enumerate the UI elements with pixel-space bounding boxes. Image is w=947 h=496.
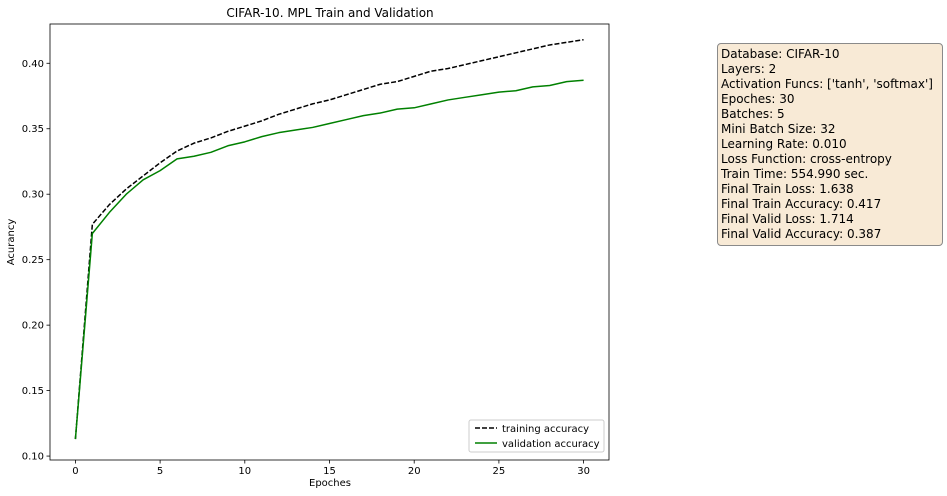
x-tick-label: 30 [577, 466, 590, 477]
x-tick-label: 0 [72, 466, 78, 477]
training-info-box: Database: CIFAR-10 Layers: 2 Activation … [717, 43, 943, 246]
validation-accuracy-line [74, 79, 584, 440]
info-line: Train Time: 554.990 sec. [721, 167, 869, 181]
info-line: Mini Batch Size: 32 [721, 122, 836, 136]
y-tick-label: 0.15 [22, 386, 44, 397]
info-line: Batches: 5 [721, 107, 785, 121]
x-tick-label: 25 [493, 466, 506, 477]
y-tick-label: 0.25 [22, 255, 44, 266]
plot-area: 0 5 10 15 20 25 30 0.10 0.15 0.20 0.25 0.30 0.35 0.40 [22, 23, 610, 477]
info-line: Final Train Loss: 1.638 [721, 182, 854, 196]
info-line: Activation Funcs: ['tanh', 'softmax'] [721, 77, 933, 91]
x-tick-label: 5 [157, 466, 163, 477]
info-line: Loss Function: cross-entropy [721, 152, 892, 166]
info-line: Final Valid Accuracy: 0.387 [721, 227, 882, 241]
training-accuracy-line [74, 38, 584, 440]
info-line: Layers: 2 [721, 62, 777, 76]
legend-label-validation: validation accuracy [502, 439, 600, 450]
y-tick-label: 0.30 [22, 190, 44, 201]
y-axis-label: Acurancy [6, 219, 17, 266]
chart-title: CIFAR-10. MPL Train and Validation [226, 6, 433, 20]
y-tick-label: 0.35 [22, 124, 44, 135]
info-line: Final Valid Loss: 1.714 [721, 212, 854, 226]
legend: training accuracy validation accuracy [468, 419, 605, 453]
y-tick-label: 0.20 [22, 321, 44, 332]
x-axis-label: Epoches [309, 478, 351, 489]
legend-frame [468, 419, 605, 453]
x-tick-label: 15 [323, 466, 336, 477]
x-tick-label: 10 [238, 466, 251, 477]
legend-label-training: training accuracy [502, 424, 589, 435]
plot-frame [49, 23, 610, 461]
info-line: Epoches: 30 [721, 92, 795, 106]
info-line: Database: CIFAR-10 [721, 47, 840, 61]
y-tick-label: 0.10 [22, 452, 44, 463]
y-tick-label: 0.40 [22, 59, 44, 70]
info-line: Final Train Accuracy: 0.417 [721, 197, 882, 211]
info-line: Learning Rate: 0.010 [721, 137, 847, 151]
x-tick-label: 20 [408, 466, 421, 477]
